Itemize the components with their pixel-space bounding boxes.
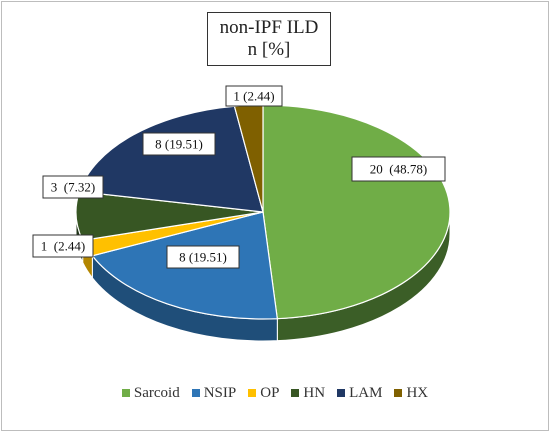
legend-item-nsip: NSIP <box>191 385 237 402</box>
svg-text:8 (19.51): 8 (19.51) <box>179 250 227 265</box>
legend-swatch-hn <box>291 388 300 397</box>
legend-item-hx: HX <box>394 385 428 402</box>
data-label-nsip: 8 (19.51) <box>166 245 240 269</box>
legend-label-hn: HN <box>303 385 326 401</box>
svg-text:3 (7.32): 3 (7.32) <box>51 180 95 195</box>
legend-swatch-lam <box>337 388 346 397</box>
legend-label-nsip: NSIP <box>203 385 237 401</box>
data-label-hn: 3 (7.32) <box>42 175 104 199</box>
legend: Sarcoid NSIP OP HN LAM HX <box>0 385 550 402</box>
data-label-op: 1 (2.44) <box>32 234 94 258</box>
svg-text:8 (19.51): 8 (19.51) <box>155 137 203 152</box>
data-label-lam: 8 (19.51) <box>142 132 216 156</box>
legend-item-sarcoid: Sarcoid <box>121 385 180 402</box>
legend-swatch-sarcoid <box>121 388 130 397</box>
legend-swatch-hx <box>394 388 403 397</box>
chart-title-line2: n [%] <box>247 39 291 60</box>
svg-text:1 (2.44): 1 (2.44) <box>41 239 85 254</box>
legend-label-hx: HX <box>406 385 429 401</box>
legend-swatch-op <box>248 388 257 397</box>
svg-text:1 (2.44): 1 (2.44) <box>233 89 274 104</box>
legend-item-hn: HN <box>291 385 325 402</box>
svg-text:20 (48.78): 20 (48.78) <box>370 162 427 177</box>
legend-label-lam: LAM <box>349 385 383 401</box>
chart-title: non-IPF ILD n [%] <box>207 12 331 66</box>
legend-item-op: OP <box>248 385 279 402</box>
legend-label-op: OP <box>260 385 280 401</box>
chart-title-line1: non-IPF ILD <box>219 17 319 38</box>
legend-swatch-nsip <box>191 388 200 397</box>
data-label-sarcoid: 20 (48.78) <box>351 156 446 182</box>
legend-item-lam: LAM <box>337 385 382 402</box>
data-label-hx: 1 (2.44) <box>225 85 283 107</box>
legend-label-sarcoid: Sarcoid <box>133 385 180 401</box>
